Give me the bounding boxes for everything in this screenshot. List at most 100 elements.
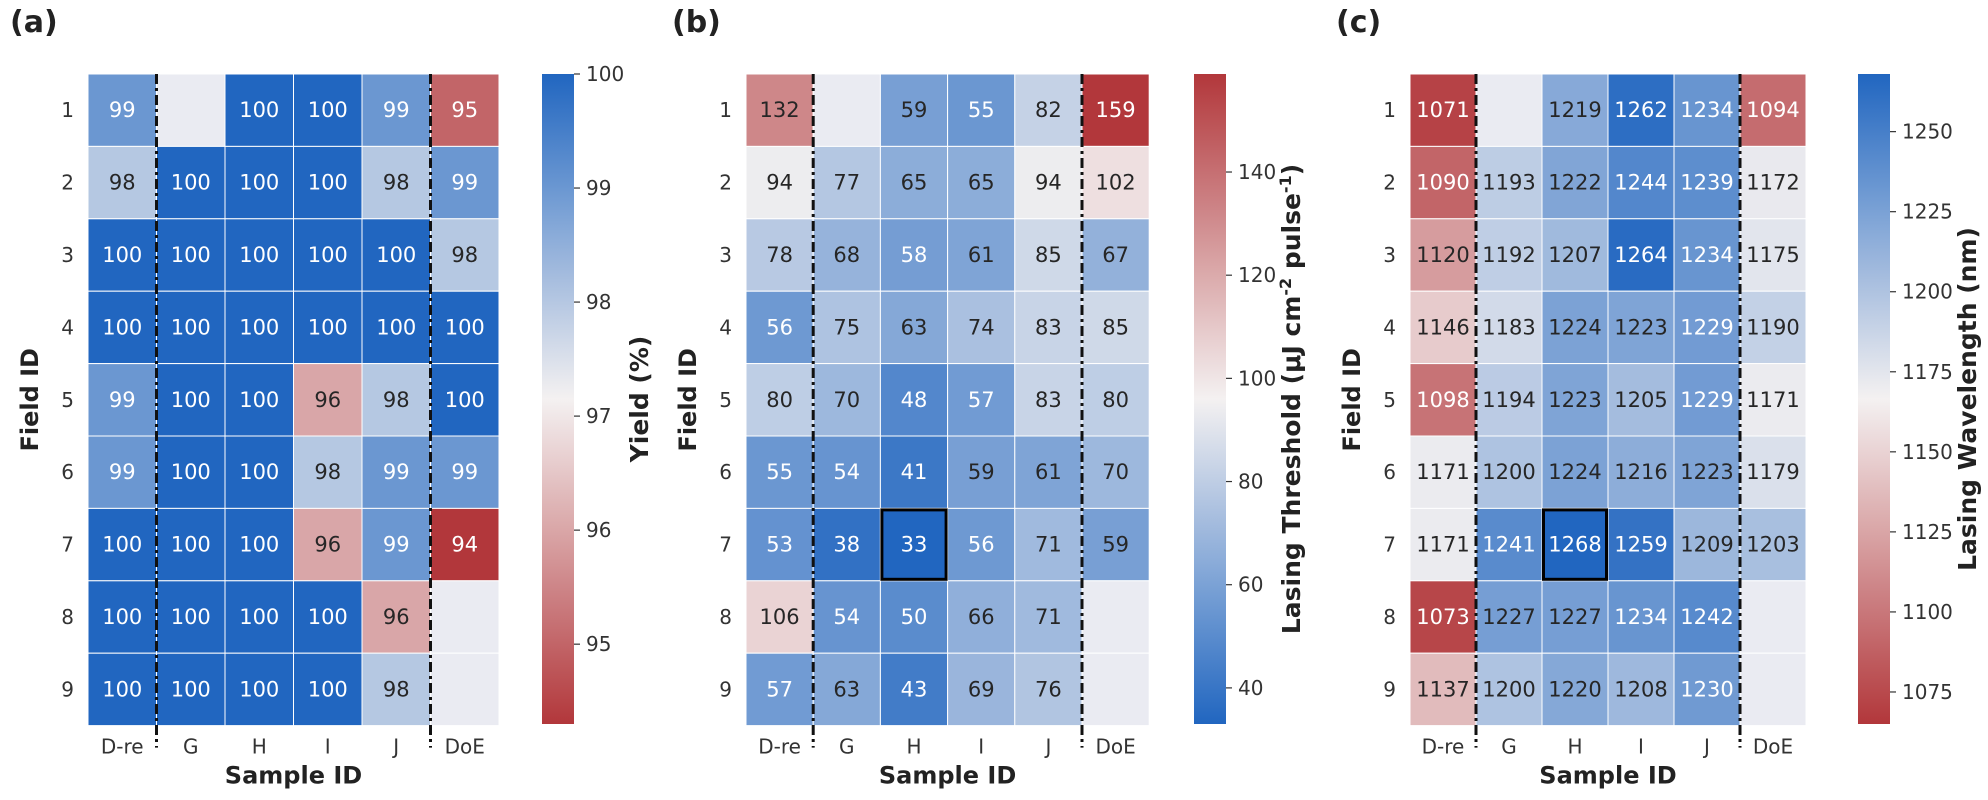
heatmap-cell xyxy=(1673,652,1741,727)
heatmap-cell xyxy=(1739,218,1807,292)
cell-value-label: 99 xyxy=(451,460,478,484)
heatmap-cell xyxy=(1409,507,1477,582)
cell-value-label: 1234 xyxy=(1614,605,1667,629)
heatmap-cell xyxy=(879,145,949,220)
y-tick-label: 7 xyxy=(61,533,74,557)
heatmap-cell xyxy=(1081,73,1150,147)
heatmap-cell xyxy=(361,145,431,220)
heatmap-cell xyxy=(1541,73,1609,147)
heatmap-cell xyxy=(430,363,500,437)
cell-value-label: 1234 xyxy=(1680,98,1733,122)
cell-value-label: 1219 xyxy=(1548,98,1601,122)
cell-value-label: 67 xyxy=(1102,243,1129,267)
heatmap-cell xyxy=(1014,290,1083,365)
heatmap-cell xyxy=(1409,652,1477,727)
cell-value-label: 1239 xyxy=(1680,171,1733,195)
colorbar-tick-label: 1100 xyxy=(1902,600,1953,624)
y-axis-label: Field ID xyxy=(1338,348,1366,452)
cell-value-label: 85 xyxy=(1102,315,1129,339)
heatmap-cell xyxy=(1409,580,1477,654)
heatmap-cell xyxy=(1607,145,1675,220)
cell-value-label: 53 xyxy=(766,533,793,557)
heatmap-cell xyxy=(293,580,363,654)
heatmap-cell xyxy=(1739,580,1807,654)
cell-value-label: 59 xyxy=(968,460,995,484)
cell-value-label: 1146 xyxy=(1416,315,1469,339)
cell-value-label: 98 xyxy=(451,243,478,267)
heatmap-cell xyxy=(224,507,294,582)
heatmap-cell xyxy=(1475,652,1543,727)
heatmap-cell xyxy=(812,363,881,437)
heatmap-cell xyxy=(745,435,814,509)
cell-value-label: 78 xyxy=(766,243,793,267)
cell-value-label: 99 xyxy=(109,388,136,412)
heatmap-cell xyxy=(1475,580,1543,654)
y-tick-label: 6 xyxy=(61,460,74,484)
cell-value-label: 94 xyxy=(1035,171,1062,195)
cell-value-label: 1209 xyxy=(1680,533,1733,557)
heatmap-cell xyxy=(293,507,363,582)
cell-value-label: 132 xyxy=(760,98,800,122)
heatmap-cell xyxy=(812,218,881,292)
x-tick-label: H xyxy=(1567,735,1582,759)
colorbar-label-part: pulse xyxy=(1277,193,1306,278)
colorbar-tick-label: 96 xyxy=(586,518,611,542)
cell-value-label: 68 xyxy=(833,243,860,267)
heatmap-cell xyxy=(156,435,226,509)
cell-value-label: 100 xyxy=(171,677,211,701)
highlight-box xyxy=(1542,508,1608,581)
cell-value-label: 100 xyxy=(308,98,348,122)
heatmap-cell xyxy=(1014,363,1083,437)
heatmap-cell xyxy=(879,73,949,147)
heatmap-cell xyxy=(812,145,881,220)
x-tick-label: I xyxy=(325,735,331,759)
colorbar-label-part: Lasing Threshold (μJ cm xyxy=(1277,296,1306,635)
heatmap-cell xyxy=(430,652,500,727)
cell-value-label: 100 xyxy=(239,98,279,122)
heatmap-cell xyxy=(430,218,500,292)
cell-value-label: 1241 xyxy=(1482,533,1535,557)
heatmap-cell xyxy=(1607,507,1675,582)
cell-value-label: 50 xyxy=(901,605,928,629)
heatmap-cell xyxy=(1541,435,1609,509)
x-tick-label: DoE xyxy=(445,735,485,759)
y-tick-label: 5 xyxy=(1383,388,1396,412)
y-tick-label: 9 xyxy=(1383,677,1396,701)
cell-value-label: 1220 xyxy=(1548,677,1601,701)
cell-value-label: 100 xyxy=(308,315,348,339)
heatmap-cell xyxy=(947,73,1016,147)
heatmap-cell xyxy=(1081,435,1150,509)
cell-value-label: 100 xyxy=(171,605,211,629)
cell-value-label: 99 xyxy=(109,460,136,484)
cell-value-label: 61 xyxy=(1035,460,1062,484)
heatmap-cell xyxy=(1607,580,1675,654)
cell-value-label: 1223 xyxy=(1548,388,1601,412)
cell-value-label: 69 xyxy=(968,677,995,701)
heatmap-cell xyxy=(1607,218,1675,292)
heatmap-cell xyxy=(224,290,294,365)
cell-value-label: 100 xyxy=(239,315,279,339)
colorbar-tick-label: 97 xyxy=(586,404,611,428)
y-tick-label: 9 xyxy=(719,677,732,701)
cell-value-label: 100 xyxy=(239,171,279,195)
y-tick-label: 4 xyxy=(1383,315,1396,339)
x-tick-label: J xyxy=(391,735,399,759)
cell-value-label: 1120 xyxy=(1416,243,1469,267)
heatmap-cell xyxy=(947,290,1016,365)
cell-value-label: 100 xyxy=(308,677,348,701)
cell-value-label: 48 xyxy=(901,388,928,412)
cell-value-label: 63 xyxy=(833,677,860,701)
cell-value-label: 1207 xyxy=(1548,243,1601,267)
y-tick-label: 3 xyxy=(61,243,74,267)
cell-value-label: 98 xyxy=(383,677,410,701)
heatmap-cell xyxy=(156,652,226,727)
cell-value-label: 66 xyxy=(968,605,995,629)
heatmap-cell xyxy=(1014,652,1083,727)
colorbar-label-superscript: -1 xyxy=(1276,175,1295,193)
x-tick-label: G xyxy=(839,735,855,759)
x-tick-label: J xyxy=(1702,735,1710,759)
x-axis-label: Sample ID xyxy=(225,762,362,790)
y-tick-label: 4 xyxy=(719,315,732,339)
heatmap-cell xyxy=(430,580,500,654)
